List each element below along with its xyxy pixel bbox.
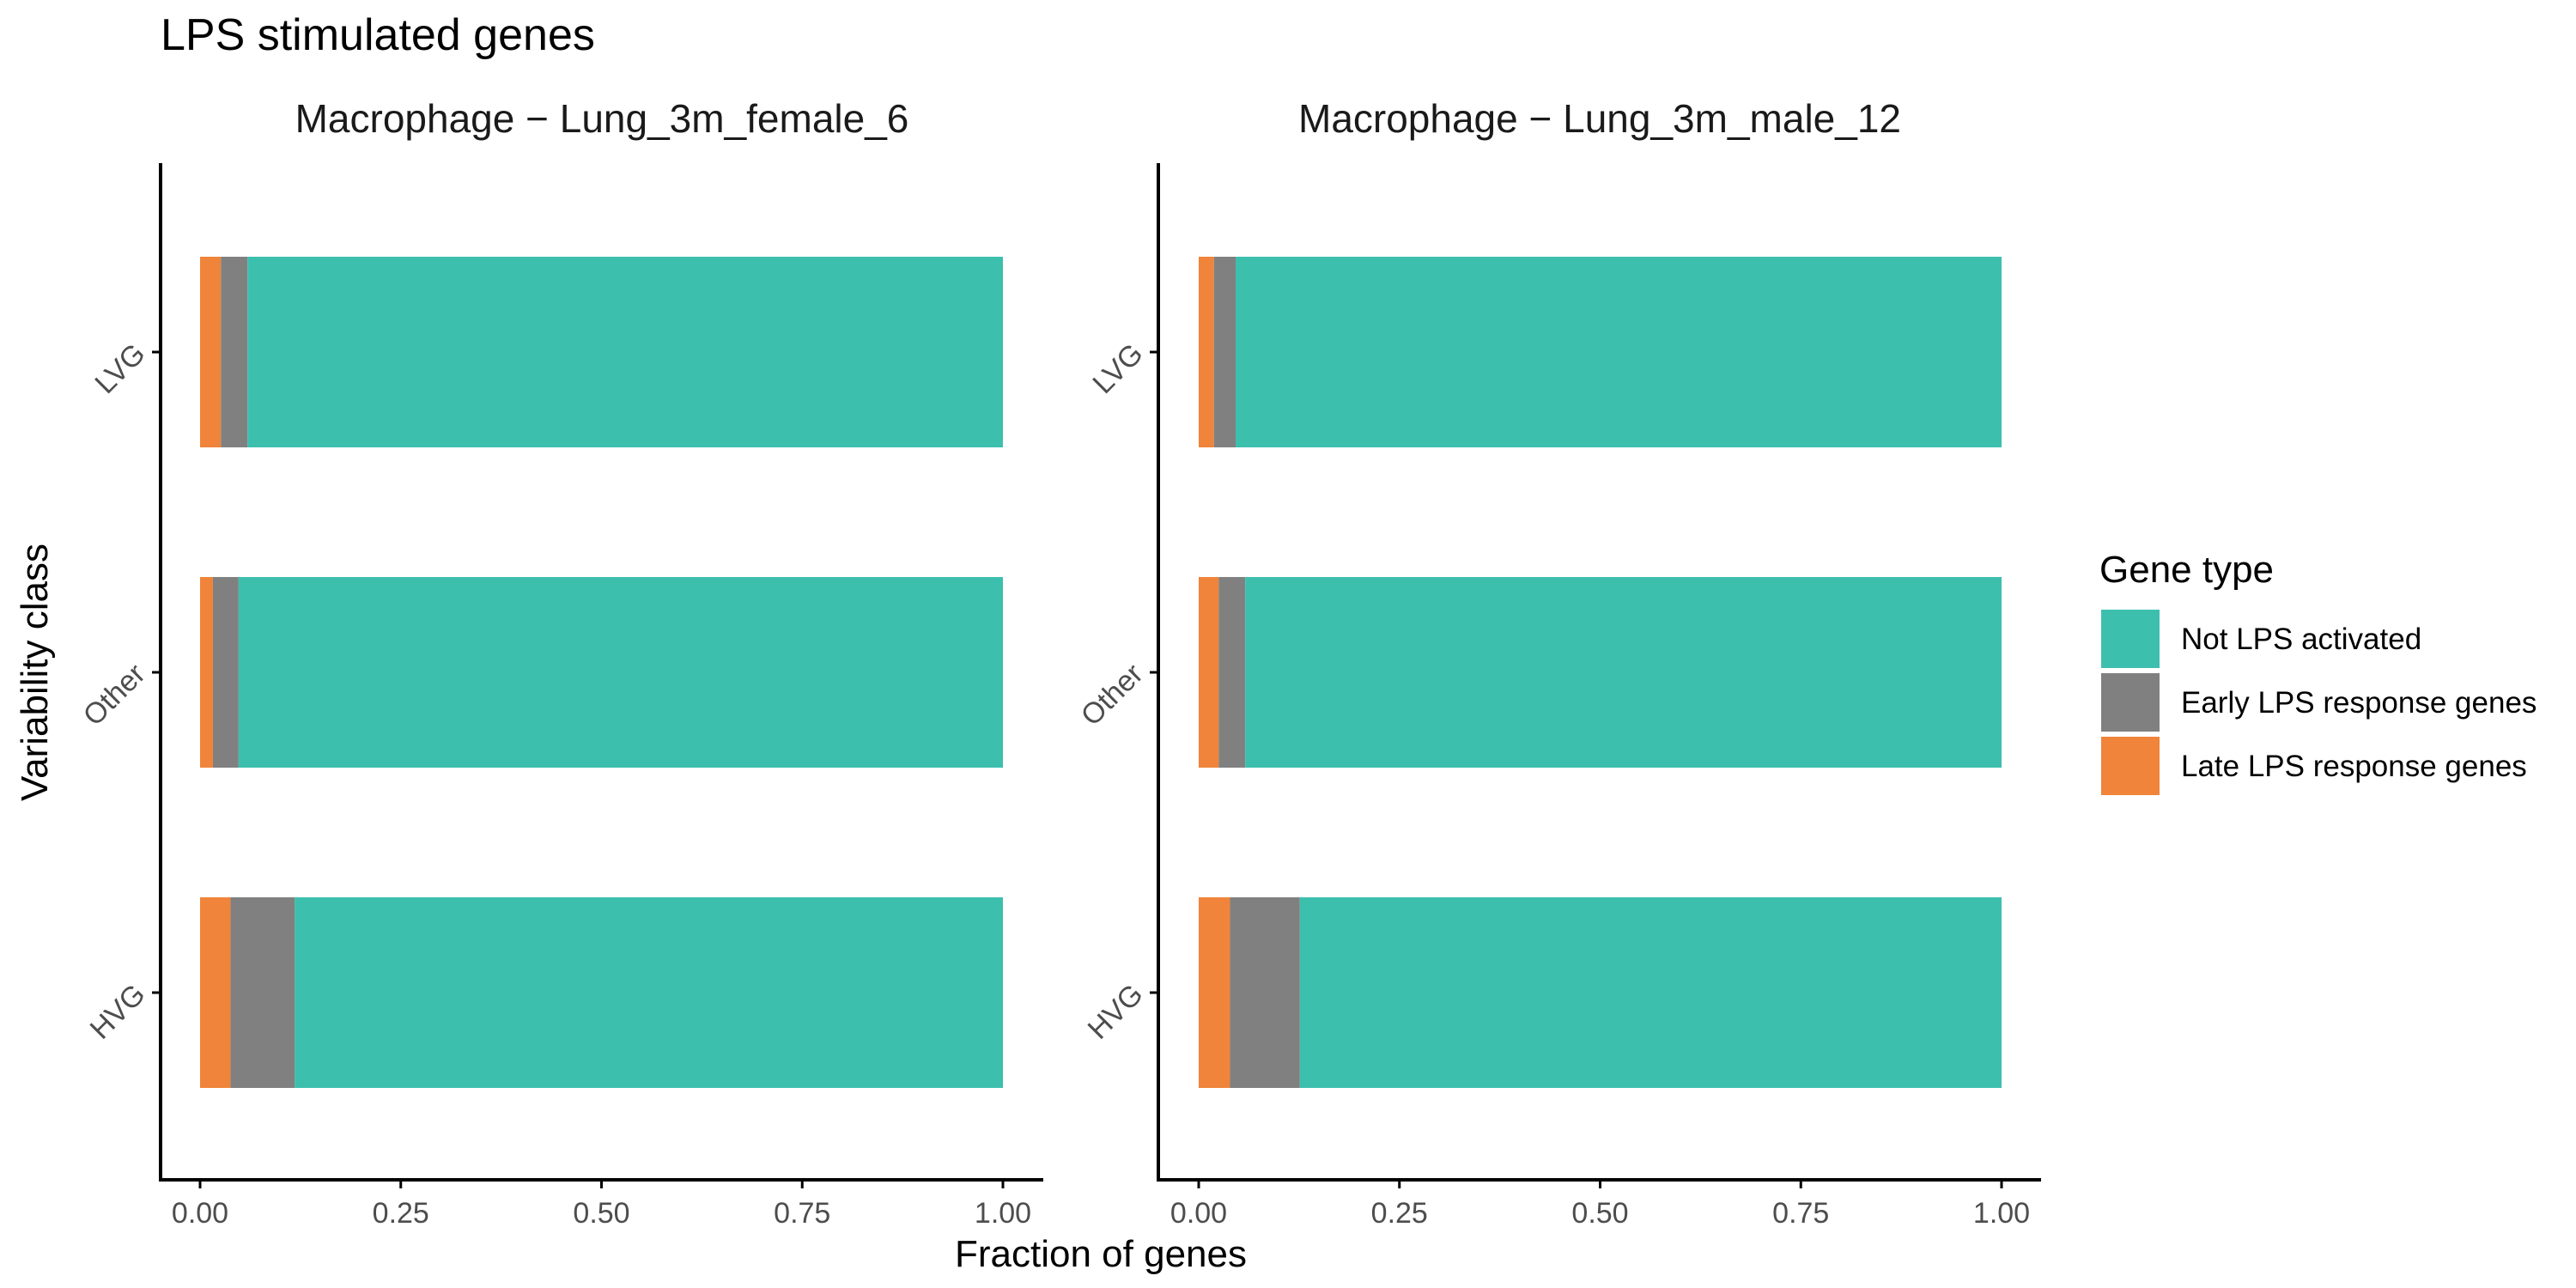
facet-title: Macrophage − Lung_3m_male_12 [1298, 96, 1901, 141]
bar-segment-late-lvg [1199, 257, 1214, 447]
y-axis-title: Variability class [14, 544, 56, 801]
x-tick-label: 1.00 [975, 1197, 1031, 1230]
facet-panel: Macrophage − Lung_3m_female_6 0.00 0.25 0.5… [77, 96, 1043, 1230]
bar-segment-not_lps-other [238, 577, 1003, 768]
x-tick-label: 0.50 [1571, 1197, 1628, 1230]
bar-segment-not_lps-lvg [247, 257, 1003, 447]
legend-key-not_lps [2101, 610, 2160, 668]
bar-segment-late-hvg [200, 897, 231, 1088]
x-tick-label: 0.00 [172, 1197, 228, 1230]
legend: Gene type Not LPS activated Early LPS res… [2099, 549, 2537, 795]
y-tick-label: HVG [1082, 978, 1150, 1046]
x-tick-label: 0.75 [1772, 1197, 1829, 1230]
bar-segment-early-other [212, 577, 239, 768]
legend-title: Gene type [2099, 549, 2274, 591]
bar-segment-early-hvg [230, 897, 295, 1088]
y-tick-label: Other [1075, 658, 1150, 732]
x-tick-label: 1.00 [1973, 1197, 2030, 1230]
x-tick-label: 0.75 [774, 1197, 830, 1230]
y-tick-label: HVG [84, 978, 152, 1046]
bar-segment-not_lps-lvg [1236, 257, 2002, 447]
legend-label-late: Late LPS response genes [2181, 750, 2527, 783]
x-tick-label: 0.25 [1371, 1197, 1428, 1230]
legend-label-not_lps: Not LPS activated [2181, 623, 2421, 656]
x-tick-label: 0.50 [573, 1197, 629, 1230]
facets: Macrophage − Lung_3m_female_6 0.00 0.25 0.5… [77, 96, 2041, 1230]
bar-segment-early-other [1218, 577, 1246, 768]
chart-title: LPS stimulated genes [161, 10, 595, 60]
x-axis-title: Fraction of genes [955, 1233, 1247, 1275]
bar-segment-not_lps-hvg [295, 897, 1004, 1088]
bar-segment-late-other [200, 577, 213, 768]
facet-title: Macrophage − Lung_3m_female_6 [295, 96, 909, 141]
x-tick-label: 0.25 [373, 1197, 429, 1230]
x-tick-label: 0.00 [1170, 1197, 1227, 1230]
bar-segment-late-other [1199, 577, 1219, 768]
bar-segment-late-hvg [1199, 897, 1230, 1088]
legend-key-late [2101, 737, 2160, 795]
bar-segment-early-lvg [221, 257, 248, 447]
y-tick-label: LVG [88, 337, 151, 400]
legend-label-early: Early LPS response genes [2181, 686, 2537, 720]
bar-segment-late-lvg [200, 257, 222, 447]
bar-segment-early-hvg [1230, 897, 1300, 1088]
bar-segment-not_lps-hvg [1299, 897, 2002, 1088]
bar-segment-early-lvg [1213, 257, 1236, 447]
y-tick-label: LVG [1086, 337, 1149, 400]
y-tick-label: Other [77, 658, 152, 732]
facet-panel: Macrophage − Lung_3m_male_12 0.00 0.25 0.50… [1075, 96, 2041, 1230]
bar-segment-not_lps-other [1245, 577, 2002, 768]
legend-key-early [2101, 673, 2160, 732]
